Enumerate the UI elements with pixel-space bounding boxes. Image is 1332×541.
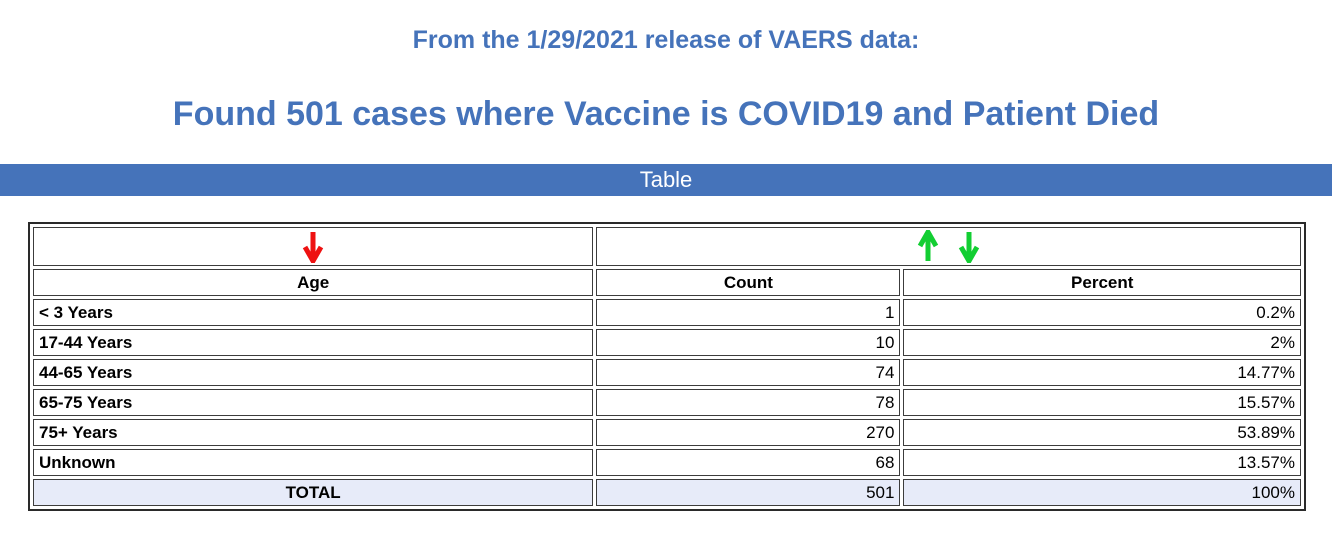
percent-cell: 53.89% xyxy=(903,419,1301,446)
percent-cell: 2% xyxy=(903,329,1301,356)
table-row: 17-44 Years 10 2% xyxy=(33,329,1301,356)
age-cell: Unknown xyxy=(33,449,594,476)
total-count-cell: 501 xyxy=(596,479,901,506)
count-cell: 1 xyxy=(596,299,901,326)
age-sort-cell xyxy=(33,227,594,266)
results-table-container: Age Count Percent < 3 Years 1 0.2% 17-44… xyxy=(28,222,1306,511)
percent-cell: 15.57% xyxy=(903,389,1301,416)
count-cell: 78 xyxy=(596,389,901,416)
column-header-row: Age Count Percent xyxy=(33,269,1301,296)
age-cell: 17-44 Years xyxy=(33,329,594,356)
percent-cell: 14.77% xyxy=(903,359,1301,386)
total-label-cell: TOTAL xyxy=(33,479,594,506)
total-row: TOTAL 501 100% xyxy=(33,479,1301,506)
banner-label: Table xyxy=(639,167,693,192)
table-row: 65-75 Years 78 15.57% xyxy=(33,389,1301,416)
percent-column-header: Percent xyxy=(903,269,1301,296)
table-row: Unknown 68 13.57% xyxy=(33,449,1301,476)
page-title: Found 501 cases where Vaccine is COVID19… xyxy=(172,95,1160,133)
results-table: Age Count Percent < 3 Years 1 0.2% 17-44… xyxy=(28,222,1306,511)
release-subtitle: From the 1/29/2021 release of VAERS data… xyxy=(412,26,920,54)
age-cell: 44-65 Years xyxy=(33,359,594,386)
total-percent-cell: 100% xyxy=(903,479,1301,506)
green-arrow-down-icon[interactable] xyxy=(958,230,980,263)
age-cell: 75+ Years xyxy=(33,419,594,446)
age-column-header: Age xyxy=(33,269,594,296)
vaers-results-page: From the 1/29/2021 release of VAERS data… xyxy=(0,26,1332,541)
sort-controls-row xyxy=(33,227,1301,266)
table-row: 75+ Years 270 53.89% xyxy=(33,419,1301,446)
count-cell: 74 xyxy=(596,359,901,386)
age-cell: 65-75 Years xyxy=(33,389,594,416)
table-row: < 3 Years 1 0.2% xyxy=(33,299,1301,326)
count-cell: 68 xyxy=(596,449,901,476)
count-cell: 10 xyxy=(596,329,901,356)
value-sort-cell xyxy=(596,227,1301,266)
red-arrow-down-icon[interactable] xyxy=(302,230,324,263)
count-column-header: Count xyxy=(596,269,901,296)
percent-cell: 13.57% xyxy=(903,449,1301,476)
percent-cell: 0.2% xyxy=(903,299,1301,326)
count-cell: 270 xyxy=(596,419,901,446)
table-section-banner: Table xyxy=(0,164,1332,196)
table-row: 44-65 Years 74 14.77% xyxy=(33,359,1301,386)
age-cell: < 3 Years xyxy=(33,299,594,326)
green-arrow-up-icon[interactable] xyxy=(917,230,939,263)
